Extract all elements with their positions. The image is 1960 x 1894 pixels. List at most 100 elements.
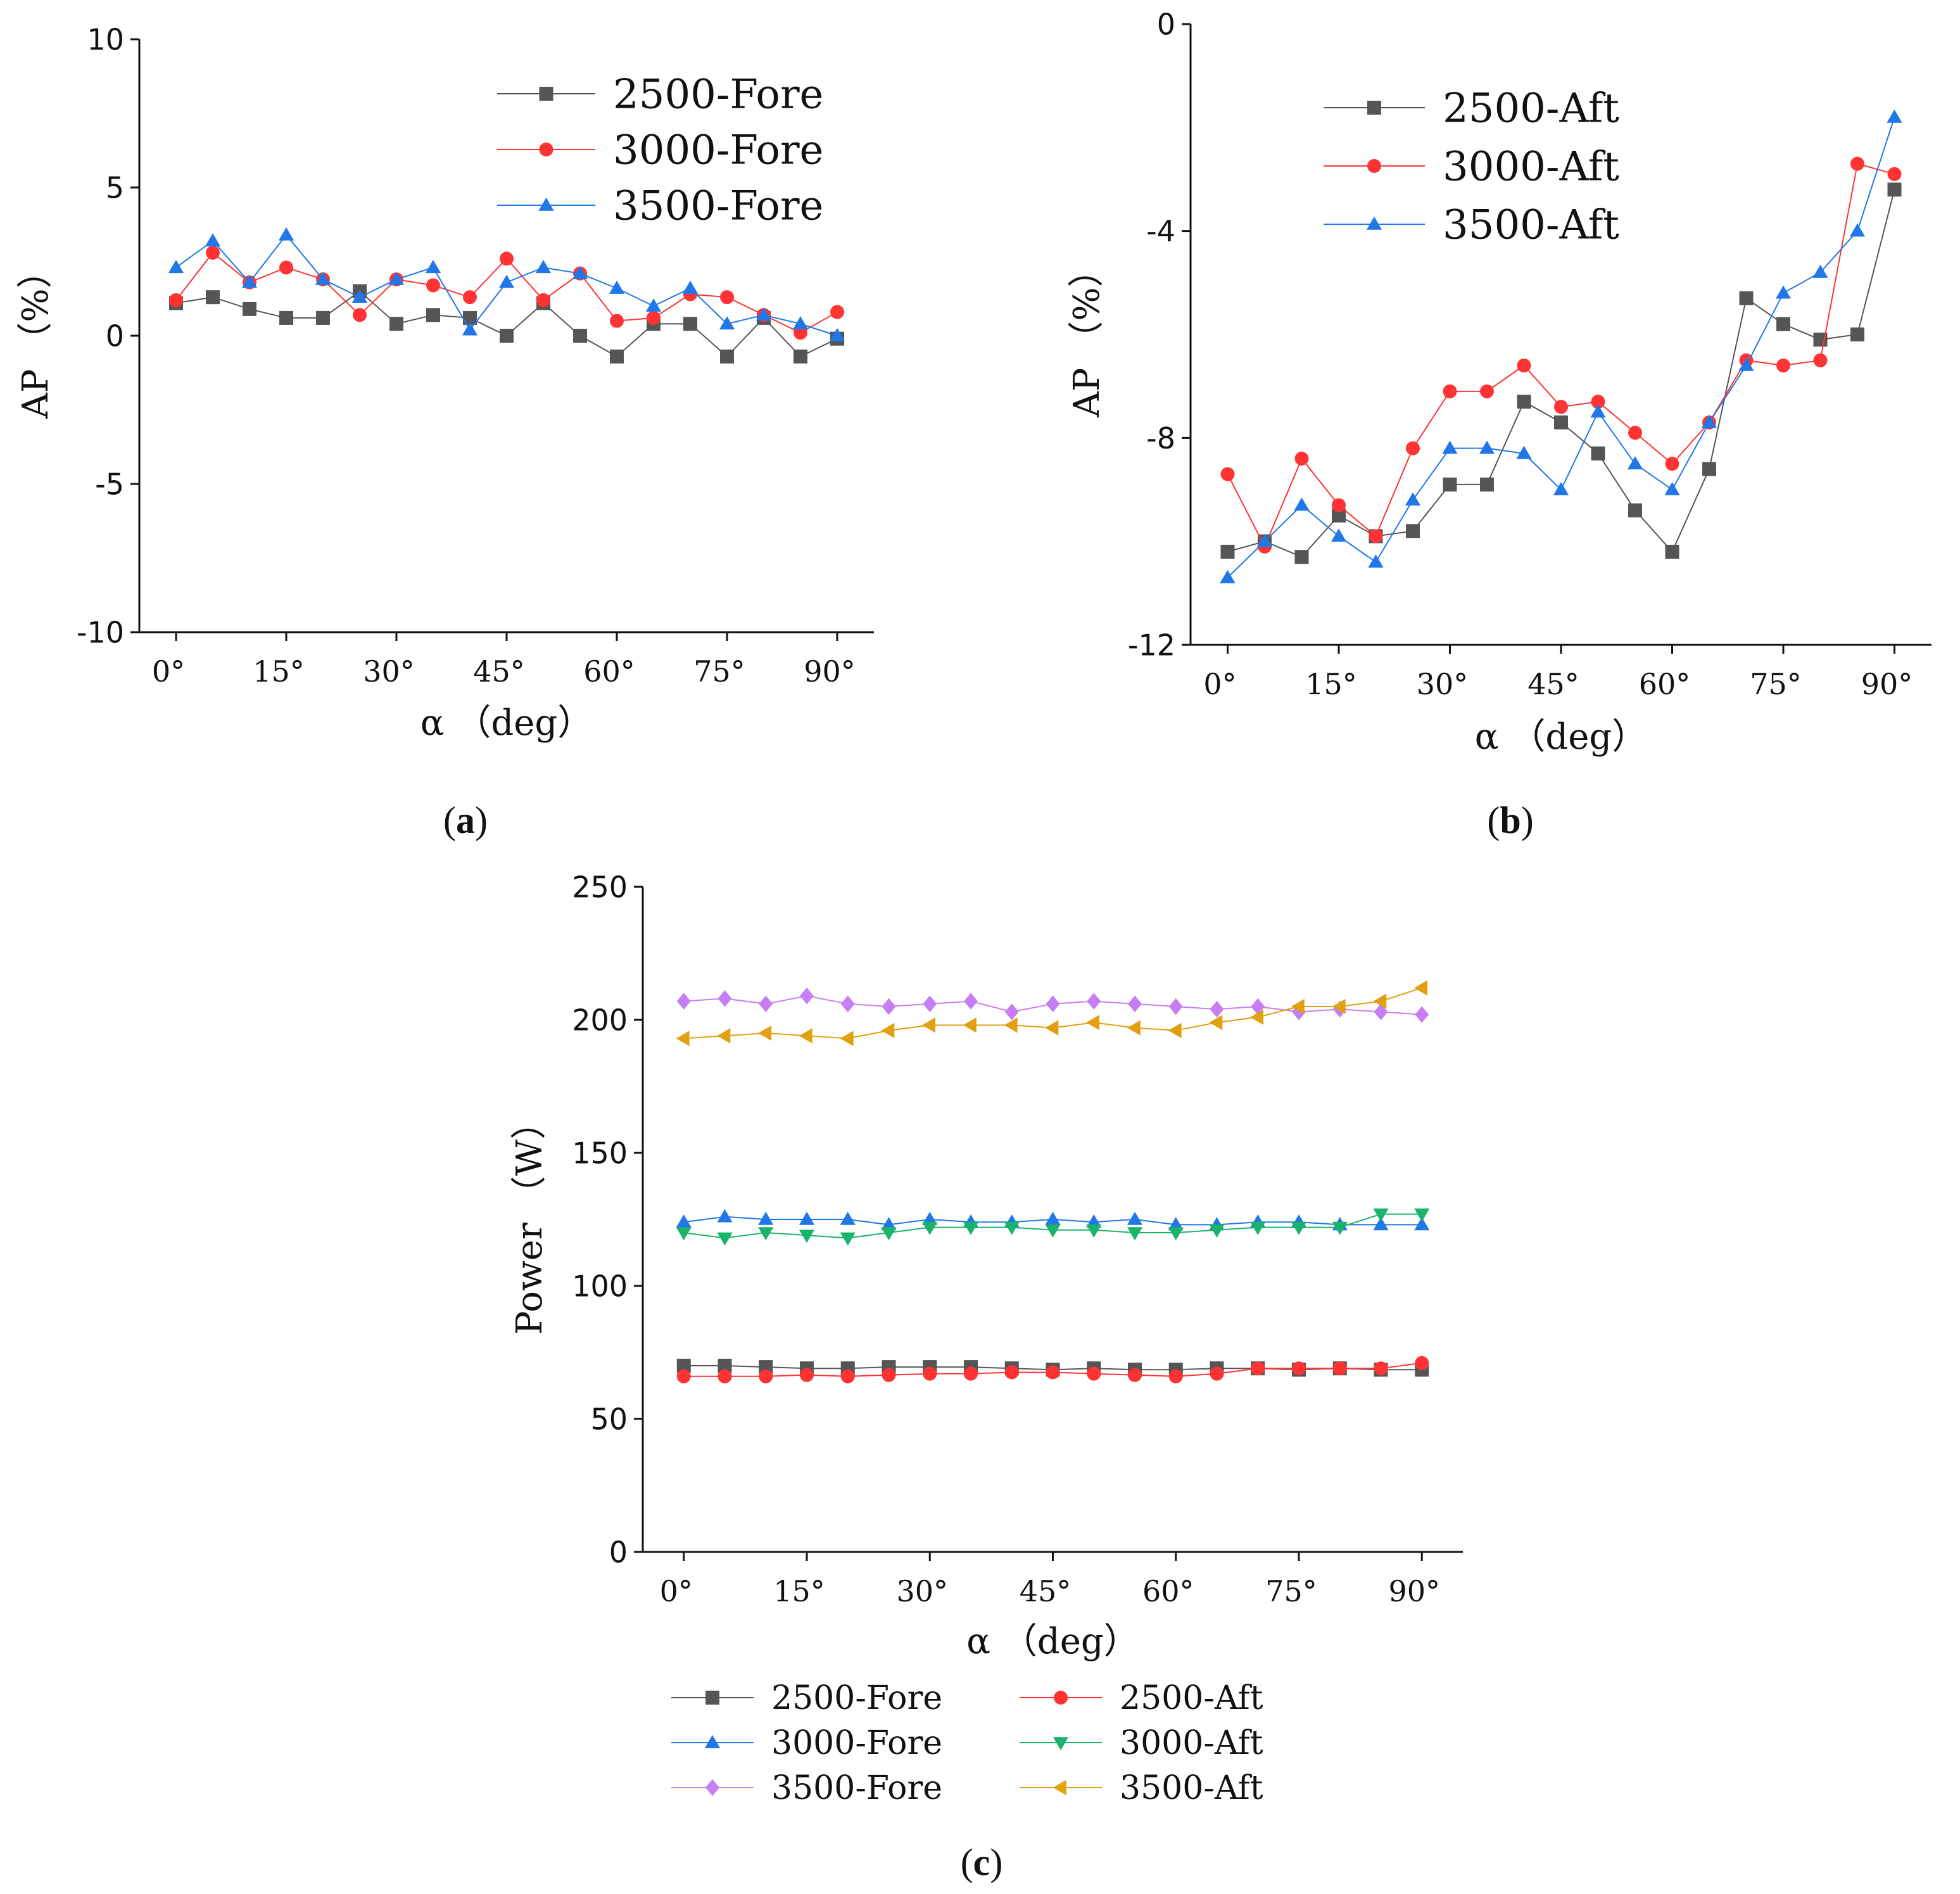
data-point <box>1554 400 1568 414</box>
data-point <box>1087 1366 1101 1381</box>
x-axis-label: α （deg） <box>1475 716 1647 758</box>
series-3500-Aft <box>676 980 1428 1046</box>
data-point <box>683 317 697 331</box>
data-point <box>840 995 855 1012</box>
data-point <box>799 1230 815 1243</box>
legend-item: 2500-Fore <box>671 1679 942 1717</box>
data-point <box>922 1211 938 1225</box>
data-point <box>1701 414 1717 428</box>
data-point <box>758 1025 772 1041</box>
data-point <box>463 290 477 305</box>
data-point <box>388 271 405 285</box>
data-point <box>881 1217 897 1231</box>
data-point <box>1332 1361 1347 1376</box>
data-point <box>717 1232 733 1246</box>
data-point <box>1775 285 1792 299</box>
panel-caption: (c) <box>961 1841 1003 1883</box>
data-point <box>718 990 732 1007</box>
data-point <box>426 278 440 293</box>
data-point <box>1850 327 1864 341</box>
data-point <box>610 349 624 364</box>
legend-label: 3000-Fore <box>771 1724 942 1762</box>
legend-label: 2500-Aft <box>1120 1679 1263 1717</box>
y-tick-label: -4 <box>1146 214 1175 248</box>
y-tick-label: -12 <box>1128 628 1175 663</box>
data-point <box>1665 457 1679 471</box>
data-point <box>676 1214 692 1228</box>
data-point <box>923 1366 937 1381</box>
data-point <box>1739 291 1754 305</box>
data-point <box>840 1211 856 1225</box>
data-point <box>881 1227 897 1241</box>
data-point <box>1168 998 1183 1015</box>
data-point <box>1046 995 1060 1012</box>
data-point <box>758 1227 774 1241</box>
data-point <box>1405 492 1421 506</box>
data-point <box>676 1369 691 1383</box>
legend-item: 3500-Fore <box>497 182 823 229</box>
legend-marker <box>539 143 553 156</box>
x-tick-label: 15° <box>1305 667 1357 701</box>
data-point <box>1627 456 1643 469</box>
data-point <box>1887 182 1902 197</box>
x-tick-label: 60° <box>1142 1574 1194 1608</box>
legend-label: 3000-Aft <box>1443 143 1619 190</box>
y-tick-label: 0 <box>106 319 124 353</box>
data-point <box>1590 404 1606 418</box>
data-point <box>963 1221 979 1235</box>
data-point <box>1480 477 1494 492</box>
data-point <box>1127 1020 1141 1036</box>
y-tick-label: -8 <box>1146 421 1175 455</box>
legend-marker <box>1367 159 1381 173</box>
y-tick-label: -5 <box>95 467 124 502</box>
data-point <box>882 1368 896 1382</box>
data-point <box>718 1359 732 1373</box>
data-point <box>498 274 515 288</box>
data-point <box>1045 1224 1061 1238</box>
data-point <box>206 290 220 305</box>
legend-item: 3000-Aft <box>1324 143 1619 190</box>
data-point <box>1373 993 1387 1009</box>
data-point <box>278 227 294 241</box>
legend-label: 3500-Fore <box>771 1769 942 1807</box>
data-point <box>1086 1224 1102 1238</box>
data-point <box>1291 1221 1307 1235</box>
x-tick-label: 75° <box>1750 667 1802 701</box>
data-point <box>1004 1017 1018 1033</box>
data-point <box>1251 1361 1265 1376</box>
data-point <box>1406 524 1420 538</box>
y-tick-label: 250 <box>572 870 628 905</box>
data-point <box>389 317 403 331</box>
x-tick-label: 75° <box>693 654 745 689</box>
data-point <box>1415 1006 1429 1023</box>
data-point <box>1415 1356 1429 1370</box>
data-point <box>169 293 183 307</box>
data-point <box>1516 445 1532 459</box>
x-tick-label: 45° <box>1020 1574 1072 1608</box>
y-tick-label: 200 <box>572 1003 628 1038</box>
data-point <box>1369 529 1383 543</box>
data-point <box>500 329 514 343</box>
legend-label: 3000-Aft <box>1120 1724 1263 1762</box>
data-point <box>535 260 552 274</box>
data-point <box>463 310 477 325</box>
data-point <box>922 1017 936 1033</box>
panel-caption: (a) <box>443 799 488 841</box>
data-point <box>676 993 691 1010</box>
data-point <box>351 289 368 303</box>
data-point <box>1210 1001 1224 1018</box>
x-tick-label: 15° <box>773 1574 825 1608</box>
legend-marker <box>1054 1691 1068 1705</box>
data-point <box>1374 1003 1388 1020</box>
data-point <box>1414 1208 1430 1222</box>
data-point <box>1004 1221 1020 1235</box>
data-point <box>1046 1365 1060 1380</box>
data-point <box>758 1211 774 1225</box>
data-point <box>1373 1217 1389 1231</box>
data-point <box>279 260 293 275</box>
y-axis-label: Power （W） <box>509 1104 550 1335</box>
data-point <box>1127 1227 1143 1241</box>
legend-item: 3000-Fore <box>497 127 823 174</box>
data-point <box>645 298 662 312</box>
